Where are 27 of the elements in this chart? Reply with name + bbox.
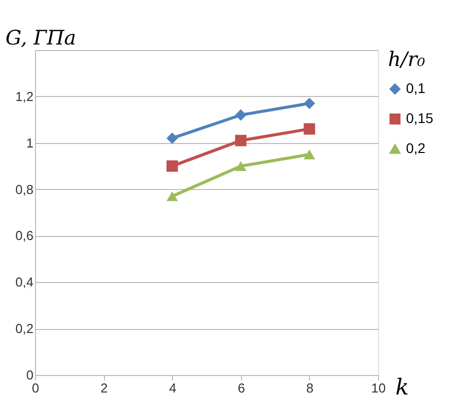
point (304, 98, 316, 110)
y-tick-label: 1 (26, 135, 34, 150)
legend-title: h/r₀ (388, 47, 426, 71)
y-tick-label: 0 (26, 368, 34, 382)
point (166, 191, 178, 202)
point (235, 109, 246, 121)
x-tick-label: 2 (100, 380, 108, 396)
x-tick-label: 10 (371, 380, 386, 396)
y-tick-label: 0,2 (15, 321, 34, 336)
y-axis-title: G, ГПа (6, 26, 76, 50)
y-tick-label: 0,8 (15, 182, 34, 197)
y-tick-label: 1,2 (15, 88, 34, 104)
x-axis-title: k (396, 376, 409, 400)
x-tick-label: 8 (306, 380, 314, 396)
x-tick-label: 6 (238, 380, 245, 396)
y-tick-label: 0,4 (15, 274, 34, 290)
point (304, 150, 316, 160)
point (166, 160, 178, 172)
point (235, 161, 246, 172)
x-tick-label: 4 (169, 380, 176, 396)
legend-label: 0,15 (406, 110, 434, 126)
point (235, 134, 246, 146)
legend-label: 0,2 (406, 140, 426, 156)
point (166, 132, 178, 144)
legend-label: 0,1 (406, 80, 426, 96)
y-tick-label: 0,6 (15, 228, 34, 244)
point (304, 123, 316, 135)
